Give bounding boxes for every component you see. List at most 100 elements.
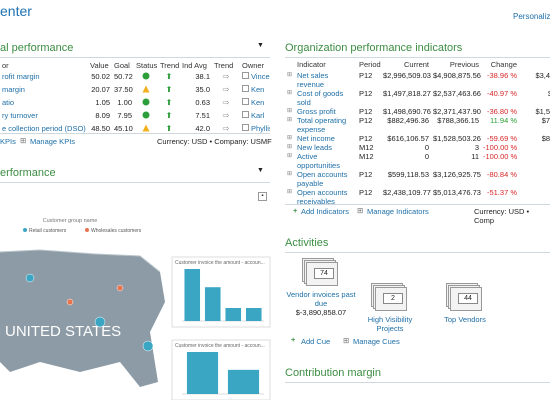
kpi-value: 50.02 <box>91 72 110 81</box>
kpi-row: ry turnover 8.09 7.95 ⬆ 7.51 ⇨ Karl <box>0 111 270 124</box>
kpi-row: e collection period (DSO) 48.50 45.10 ⬆ 42.0… <box>0 124 270 137</box>
divider <box>0 133 270 134</box>
map-pie <box>116 284 124 292</box>
cue-label: Vendor invoices past due <box>286 290 356 308</box>
kpi-owner: Ken <box>240 85 270 98</box>
expand-icon: ⊞ <box>287 135 293 141</box>
owner-name: Vince <box>251 72 270 81</box>
expand-icon: ⊞ <box>287 171 293 177</box>
manage-kpis-link[interactable]: Manage KPIs <box>30 137 76 146</box>
kpi-trend: ⬆ <box>165 98 173 107</box>
expand-icon: ⊞ <box>287 189 293 195</box>
cue-stack: 44 <box>446 283 484 313</box>
expand-icon: ⊞ <box>287 90 293 96</box>
kpi-value: 20.07 <box>91 85 110 94</box>
indicator-cell: P12 <box>359 188 373 197</box>
divider <box>285 382 550 383</box>
add-indicators-link[interactable]: Add Indicators <box>301 207 349 216</box>
cue-count: 44 <box>458 293 478 304</box>
indicator-row: ⊞ Total operating expense P12 $882,496.36 $7… <box>285 116 550 134</box>
section-title: Contribution margin <box>285 367 381 379</box>
kpi-trend: ⬆ <box>165 85 173 94</box>
expand-icon: ⊞ <box>287 72 293 78</box>
indicator-cell: $2,996,509.03 <box>383 71 431 80</box>
legend-dot <box>85 228 89 232</box>
indicator-cell: 3 <box>474 143 479 152</box>
manage-indicators-link[interactable]: Manage Indicators <box>367 207 429 216</box>
cue-label: Top Vendors <box>444 315 486 324</box>
status-icon <box>142 98 150 106</box>
kpi-name: e collection period (DSO) <box>2 124 86 133</box>
kpi-trend: ⬆ <box>165 72 173 81</box>
divider <box>285 57 550 58</box>
indicator-cell: P12 <box>359 170 373 179</box>
expand-icon: ⊞ <box>287 144 293 150</box>
kpi-row: margin 20.07 37.50 ⬆ 35.0 ⇨ Ken <box>0 85 270 98</box>
kpi-goal: 7.95 <box>117 111 132 120</box>
kpi-status <box>134 111 158 124</box>
manage-cues-link[interactable]: Manage Cues <box>353 337 400 346</box>
indicator-cell: -36.80 % <box>486 107 517 116</box>
status-good <box>142 111 150 119</box>
column-header: Trend <box>160 61 180 70</box>
indicator-row: ⊞ New leads M12 0 3 -100.00 % <box>285 143 550 152</box>
map-pie <box>142 340 154 352</box>
indicator-cell: -51.37 % <box>486 188 517 197</box>
map-land <box>0 250 165 387</box>
column-header: Goal <box>114 61 130 70</box>
expand-icon: ⊞ <box>287 153 293 159</box>
kpi-ind-trend: ⇨ <box>222 85 230 94</box>
kpi-ind-avg: 38.1 <box>195 72 210 81</box>
cue: 2 High Visibility Projects <box>355 283 425 333</box>
indicator-cell: P12 <box>359 89 373 98</box>
indicator-cell: $871,879 <box>541 134 550 143</box>
legend-label: Wholesales customers <box>91 228 142 234</box>
kpi-name: ry turnover <box>2 111 38 120</box>
indicator-cell: -100.00 % <box>483 143 518 152</box>
indicator-cell: -40.97 % <box>486 89 517 98</box>
indicator-cell: $3,126,925.75 <box>433 170 481 179</box>
indicator-cell: Open accounts payable <box>297 170 348 188</box>
kpi-owner: Karl <box>240 111 270 124</box>
cue-amount: $-3,890,858.07 <box>295 308 347 317</box>
indicator-cell <box>519 188 550 205</box>
kpi-ind-trend: ⇨ <box>222 72 230 81</box>
add-kpis-link[interactable]: KPIs <box>0 137 16 146</box>
mini-bar <box>225 308 242 321</box>
menu-arrow[interactable]: ▼ <box>257 167 264 174</box>
mini-bar <box>186 352 219 394</box>
personalize-link[interactable]: Personaliz <box>513 12 550 21</box>
add-icon: + <box>291 335 296 344</box>
indicator-cell: Net income <box>297 134 335 143</box>
owner-name: Ken <box>251 85 265 94</box>
column-header: or <box>2 61 9 70</box>
column-header: Current <box>403 60 429 69</box>
cue: 74 Vendor invoices past due $-3,890,858.07 <box>286 258 356 317</box>
mini-chart-title: Customer invoice the amount - accoun... <box>175 260 265 266</box>
owner-checkbox <box>242 111 249 118</box>
add-cue-link[interactable]: Add Cue <box>301 337 331 346</box>
map-pie <box>66 298 74 306</box>
kpi-goal: 45.10 <box>114 124 133 133</box>
kpi-name: rofit margin <box>2 72 40 81</box>
kpi-status <box>134 85 158 98</box>
section-title: erformance <box>0 167 56 179</box>
kpi-goal: 1.00 <box>117 98 132 107</box>
column-header: Periods <box>359 60 381 69</box>
menu-arrow[interactable]: ▼ <box>257 42 264 49</box>
owner-name: Ken <box>251 98 265 107</box>
indicator-cell: 11 <box>471 152 479 161</box>
kpi-ind-avg: 0.63 <box>195 98 210 107</box>
add-icon: + <box>293 206 298 215</box>
indicator-row: ⊞ Cost of goods sold P12 $1,497,818.27 $2,53… <box>285 89 550 107</box>
column-header: Owner <box>242 61 265 70</box>
indicator-cell: 0 <box>424 152 429 161</box>
indicator-row: ⊞ Net sales revenue P12 $2,996,509.03 $4,908… <box>285 71 550 89</box>
owner-checkbox <box>242 124 249 131</box>
kpi-ind-avg: 35.0 <box>195 85 210 94</box>
org-table: Indicator Periods Current Previous ChangeBud… <box>285 60 550 205</box>
indicator-cell: $1,894, <box>519 89 550 107</box>
kpi-table: or Value Goal Status Trend Ind Avg Trend Owner r… <box>0 61 270 137</box>
expand-button[interactable]: ▪ <box>258 192 267 201</box>
